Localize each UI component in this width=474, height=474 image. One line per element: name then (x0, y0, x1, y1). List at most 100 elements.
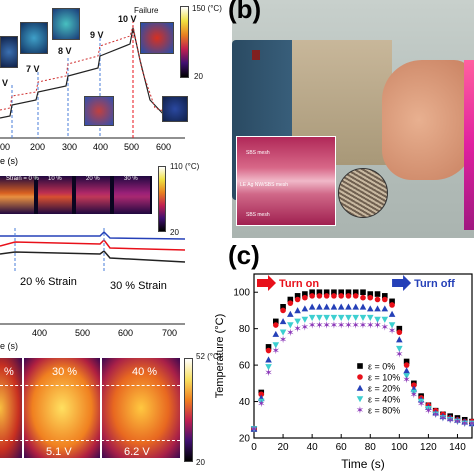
data-point (411, 382, 417, 388)
curve-blue (0, 230, 186, 240)
data-point (302, 291, 308, 297)
data-point (294, 293, 301, 299)
data-point (381, 316, 389, 323)
strain-label: 40 % (132, 366, 158, 378)
x-tick-label: 120 (420, 442, 437, 453)
legend-entry: ε = 40% (368, 395, 400, 405)
colorbar (184, 358, 193, 462)
x-tick-label: 100 (391, 442, 408, 453)
y-axis-label: Temperature (°C) (214, 314, 226, 398)
y-tick-label: 100 (233, 288, 250, 299)
turn-on-arrow (257, 275, 276, 291)
turn-on-label: Turn on (279, 278, 319, 290)
data-point (446, 416, 454, 424)
data-point: ✶ (366, 321, 374, 332)
x-tick-label: 600 (118, 328, 133, 338)
colorbar-max: 52 (°C) (196, 352, 222, 361)
data-point (309, 289, 315, 296)
data-point (323, 293, 330, 299)
data-point (374, 296, 381, 303)
data-point (382, 296, 388, 303)
data-point (389, 298, 395, 305)
data-point (287, 310, 294, 317)
x-tick-label: 700 (162, 328, 177, 338)
data-point (331, 289, 337, 296)
data-point (345, 289, 352, 296)
data-point (330, 314, 338, 322)
x-tick-label: 400 (93, 142, 108, 152)
thermal-image (0, 358, 22, 458)
strain-annotation: 30 % Strain (110, 280, 167, 292)
x-tick-label: 60 (336, 442, 348, 453)
data-point (337, 314, 345, 322)
data-point (425, 406, 432, 413)
data-point: ✶ (468, 419, 474, 430)
dashed-guide (0, 440, 180, 441)
x-tick-label: 40 (307, 442, 319, 453)
panel-label-c: (c) (228, 240, 260, 270)
x-tick-label: 500 (124, 142, 139, 152)
data-point (331, 293, 337, 299)
data-point (265, 344, 272, 350)
strain-label: % (4, 366, 14, 378)
data-point (316, 293, 323, 299)
data-point: ✶ (431, 410, 439, 421)
colorbar-min: 20 (194, 72, 203, 81)
x-tick-label: 500 (75, 328, 90, 338)
colorbar-min: 20 (196, 458, 205, 467)
thermal-image (20, 22, 48, 54)
data-point (403, 367, 410, 374)
data-point: ✶ (453, 417, 461, 428)
data-point (374, 316, 381, 323)
data-point (287, 300, 294, 306)
data-point: ✶ (381, 322, 389, 333)
colorbar-min: 20 (170, 228, 179, 237)
colorbar-max: 110 (°C) (170, 162, 200, 171)
strain-label: 30 % (52, 366, 78, 378)
x-tick-label: 140 (449, 442, 466, 453)
thermal-image (140, 22, 174, 54)
data-point (357, 374, 363, 380)
x-tick-label: 0 (251, 442, 257, 453)
data-point: ✶ (395, 350, 403, 361)
legend-entry: ε = 80% (368, 406, 400, 416)
voltage-label: 6.2 V (124, 446, 150, 458)
data-point (388, 322, 396, 329)
strain-label: 10 % (48, 176, 62, 182)
data-point (468, 420, 474, 427)
data-point (352, 314, 360, 322)
data-point (357, 363, 363, 369)
data-point: ✶ (359, 321, 367, 332)
x-tick-label: 00 (0, 142, 10, 152)
data-point (396, 345, 403, 353)
data-point: ✶ (315, 321, 323, 332)
data-point (316, 289, 323, 296)
data-point (294, 307, 301, 314)
x-axis-label: e (s) (0, 341, 18, 351)
data-point (396, 329, 403, 336)
data-point (417, 398, 425, 405)
panel-label-b: (b) (228, 0, 262, 24)
data-point: ✶ (250, 424, 258, 435)
data-point: ✶ (322, 321, 330, 332)
data-point: ✶ (272, 346, 280, 357)
data-point (356, 384, 364, 391)
data-point (360, 294, 366, 301)
turn-off-label: Turn off (414, 278, 455, 290)
data-point (257, 398, 265, 405)
data-point: ✶ (286, 328, 294, 339)
data-point (287, 322, 294, 329)
strain-label: Strain = 0 % (6, 176, 39, 182)
thermal-image (0, 36, 18, 68)
nanowire-zoom (338, 168, 388, 218)
data-point: ✶ (293, 324, 301, 335)
data-point (287, 296, 294, 303)
x-axis-label: e (s) (0, 156, 18, 166)
data-point (323, 314, 330, 322)
inset-label: SBS mesh (246, 150, 270, 156)
voltage-label: 10 V (118, 14, 137, 24)
data-point: ✶ (388, 326, 396, 337)
data-point (258, 391, 265, 398)
curve-black (0, 249, 186, 263)
